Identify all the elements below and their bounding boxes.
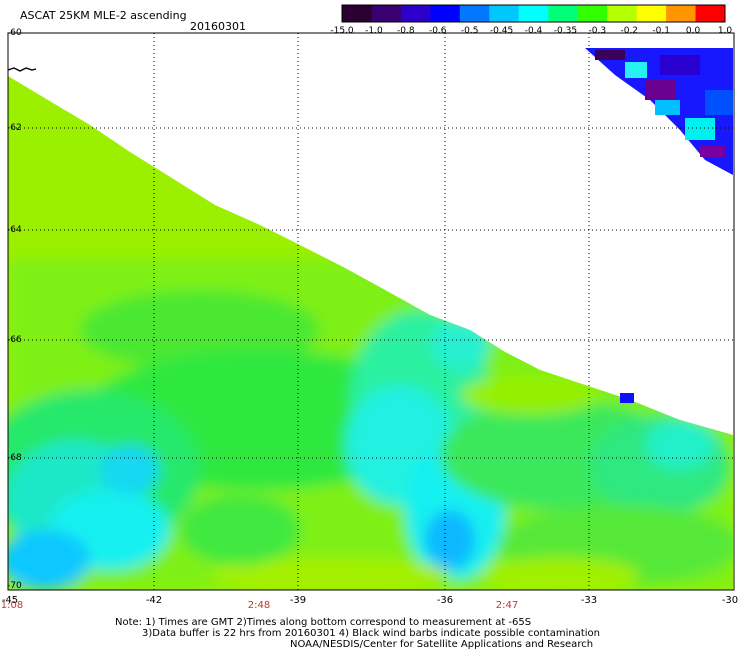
colorbar-segment [342,5,372,22]
colorbar-segment [400,5,431,22]
data-cell-anomaly [620,393,634,403]
colorbar-label: -0.45 [489,26,514,36]
colorbar-segment [489,5,520,22]
time-label-1: 1:08 [0,600,24,611]
colorbar-label: -0.8 [397,26,415,36]
note-line-2: 3)Data buffer is 22 hrs from 20160301 4)… [142,628,600,639]
lon-label-45: -45 [1,595,19,606]
lon-label-33: -33 [580,595,598,606]
lat-label-70: -70 [7,581,22,591]
colorbar-label: -0.5 [460,26,479,36]
colorbar-segment [518,5,549,22]
colorbar-segment [459,5,490,22]
colorbar-label: -0.6 [428,26,447,36]
note-line-1: Note: 1) Times are GMT 2)Times along bot… [115,617,532,628]
colorbar [341,4,726,23]
colorbar-segment [666,5,697,22]
colorbar-segment [607,5,638,22]
colorbar-label: -0.1 [652,26,670,36]
colorbar-label: 1.0 [717,26,733,36]
lon-label-36: -36 [436,595,454,606]
map-title: ASCAT 25KM MLE-2 ascending [20,9,187,22]
lat-label-62: -62 [7,123,22,133]
colorbar-label: -0.2 [620,26,639,36]
lat-lon-grid [8,33,734,590]
colorbar-segment [430,5,461,22]
map-frame [7,32,735,591]
coastline [7,67,37,72]
lon-label-30: -30 [721,595,739,606]
time-label-2: 2:48 [247,600,271,611]
colorbar-label: -1.0 [365,26,383,36]
map-date: 20160301 [190,20,246,33]
lon-label-42: -42 [145,595,163,606]
lat-label-66: -66 [7,335,22,345]
time-label-3: 2:47 [495,600,519,611]
lat-label-60: -60 [7,28,22,38]
lat-label-64: -64 [7,225,22,235]
colorbar-label: -0.3 [588,26,607,36]
wind-field-swath [8,76,733,590]
colorbar-label: -15.0 [330,26,354,36]
colorbar-segment [371,5,402,22]
colorbar-segment [636,5,667,22]
colorbar-label: -0.35 [553,26,578,36]
lon-label-39: -39 [289,595,307,606]
colorbar-label: 0.0 [685,26,701,36]
colorbar-label: -0.4 [524,26,543,36]
wind-field-corner [585,48,733,175]
colorbar-frame [341,4,726,23]
colorbar-segment [577,5,608,22]
credit-line: NOAA/NESDIS/Center for Satellite Applica… [290,639,594,650]
lat-label-68: -68 [7,453,22,463]
colorbar-segment [695,5,726,22]
colorbar-segment [548,5,579,22]
